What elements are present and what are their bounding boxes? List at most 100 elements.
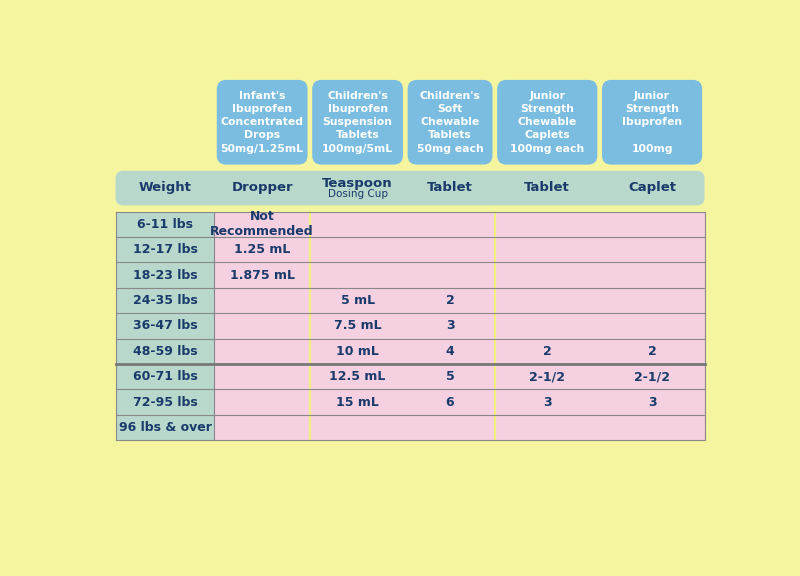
Bar xyxy=(310,389,406,415)
Bar xyxy=(495,288,600,313)
Text: Junior
Strength
Ibuprofen
 
100mg: Junior Strength Ibuprofen 100mg xyxy=(622,91,682,154)
Text: 3: 3 xyxy=(648,396,656,408)
Bar xyxy=(406,339,495,364)
Text: 2: 2 xyxy=(648,345,657,358)
Bar xyxy=(214,415,310,440)
Bar xyxy=(115,389,214,415)
Text: 2-1/2: 2-1/2 xyxy=(530,370,566,383)
Bar xyxy=(495,339,600,364)
Text: 18-23 lbs: 18-23 lbs xyxy=(133,268,198,282)
Bar xyxy=(495,389,600,415)
Text: 1.875 mL: 1.875 mL xyxy=(230,268,294,282)
FancyBboxPatch shape xyxy=(115,170,705,206)
Bar xyxy=(214,263,310,288)
Bar xyxy=(115,313,214,339)
Text: 72-95 lbs: 72-95 lbs xyxy=(133,396,198,408)
Bar xyxy=(406,263,495,288)
FancyBboxPatch shape xyxy=(312,80,403,165)
Bar xyxy=(600,211,705,237)
Bar xyxy=(310,313,406,339)
Bar xyxy=(310,211,406,237)
Text: Infant's
Ibuprofen
Concentrated
Drops
50mg/1.25mL: Infant's Ibuprofen Concentrated Drops 50… xyxy=(221,91,304,154)
Text: 3: 3 xyxy=(543,396,551,408)
Bar xyxy=(406,415,495,440)
Text: 24-35 lbs: 24-35 lbs xyxy=(133,294,198,307)
Text: 5: 5 xyxy=(446,370,454,383)
Bar xyxy=(115,237,214,263)
Bar xyxy=(495,415,600,440)
Bar xyxy=(214,313,310,339)
Bar xyxy=(214,211,310,237)
Text: 48-59 lbs: 48-59 lbs xyxy=(133,345,198,358)
Bar xyxy=(214,389,310,415)
Text: 5 mL: 5 mL xyxy=(341,294,374,307)
Bar xyxy=(406,288,495,313)
Bar xyxy=(115,263,214,288)
Bar xyxy=(310,263,406,288)
Bar xyxy=(600,339,705,364)
Bar xyxy=(406,389,495,415)
Bar xyxy=(310,288,406,313)
Text: 6: 6 xyxy=(446,396,454,408)
Bar xyxy=(495,263,600,288)
Text: Junior
Strength
Chewable
Caplets
100mg each: Junior Strength Chewable Caplets 100mg e… xyxy=(510,91,584,154)
Bar xyxy=(406,313,495,339)
Bar xyxy=(406,237,495,263)
Bar xyxy=(600,237,705,263)
Bar xyxy=(115,364,214,389)
Bar xyxy=(600,415,705,440)
Text: 3: 3 xyxy=(446,320,454,332)
Text: 60-71 lbs: 60-71 lbs xyxy=(133,370,198,383)
Text: 12.5 mL: 12.5 mL xyxy=(330,370,386,383)
Bar xyxy=(495,313,600,339)
Text: 36-47 lbs: 36-47 lbs xyxy=(133,320,198,332)
FancyBboxPatch shape xyxy=(602,80,702,165)
Bar xyxy=(600,288,705,313)
Bar xyxy=(600,364,705,389)
Text: 96 lbs & over: 96 lbs & over xyxy=(118,421,211,434)
Text: Children's
Soft
Chewable
Tablets
50mg each: Children's Soft Chewable Tablets 50mg ea… xyxy=(417,91,483,154)
Text: 7.5 mL: 7.5 mL xyxy=(334,320,382,332)
Bar xyxy=(214,237,310,263)
Bar xyxy=(214,339,310,364)
Bar xyxy=(600,263,705,288)
Bar xyxy=(310,237,406,263)
Bar xyxy=(310,415,406,440)
Text: Dosing Cup: Dosing Cup xyxy=(327,190,387,199)
Bar xyxy=(115,288,214,313)
Bar xyxy=(115,339,214,364)
Bar xyxy=(406,364,495,389)
Text: Caplet: Caplet xyxy=(628,181,676,194)
Text: 6-11 lbs: 6-11 lbs xyxy=(137,218,193,231)
Bar xyxy=(495,237,600,263)
Text: 2-1/2: 2-1/2 xyxy=(634,370,670,383)
Text: Teaspoon: Teaspoon xyxy=(322,177,393,190)
Bar xyxy=(214,288,310,313)
Bar xyxy=(495,364,600,389)
FancyBboxPatch shape xyxy=(408,80,493,165)
Bar xyxy=(214,364,310,389)
Text: Tablet: Tablet xyxy=(524,181,570,194)
Bar xyxy=(495,211,600,237)
Text: 4: 4 xyxy=(446,345,454,358)
Bar xyxy=(115,415,214,440)
Text: 12-17 lbs: 12-17 lbs xyxy=(133,243,198,256)
Text: Tablet: Tablet xyxy=(427,181,473,194)
Text: 10 mL: 10 mL xyxy=(336,345,379,358)
FancyBboxPatch shape xyxy=(217,80,307,165)
Bar xyxy=(310,364,406,389)
Bar xyxy=(600,313,705,339)
Text: 2: 2 xyxy=(543,345,552,358)
Text: 2: 2 xyxy=(446,294,454,307)
Bar xyxy=(600,389,705,415)
Text: Weight: Weight xyxy=(138,181,191,194)
Text: Children's
Ibuprofen
Suspension
Tablets
100mg/5mL: Children's Ibuprofen Suspension Tablets … xyxy=(322,91,393,154)
FancyBboxPatch shape xyxy=(497,80,598,165)
Text: Dropper: Dropper xyxy=(231,181,293,194)
Bar xyxy=(310,339,406,364)
Text: 15 mL: 15 mL xyxy=(336,396,379,408)
Bar xyxy=(115,211,214,237)
Bar xyxy=(406,211,495,237)
Text: Not
Recommended: Not Recommended xyxy=(210,210,314,238)
Text: 1.25 mL: 1.25 mL xyxy=(234,243,290,256)
